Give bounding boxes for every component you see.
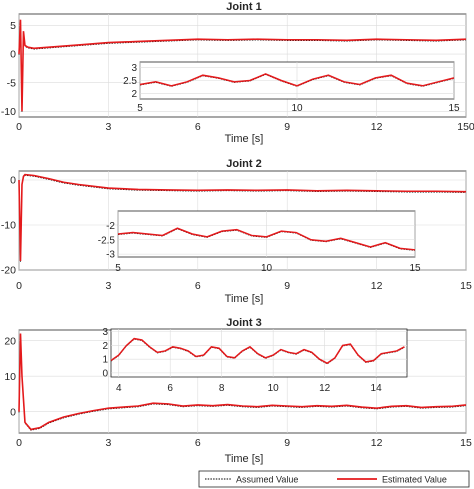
- x-tick-label: 6: [195, 280, 201, 292]
- x-ticks: 0 3 6 9 12 15: [16, 437, 472, 449]
- x-tick-label: 150: [457, 121, 474, 133]
- y-tick-label: 3: [102, 327, 108, 338]
- x-axis-label: Time [s]: [225, 453, 264, 465]
- x-tick-label: 6: [167, 383, 173, 394]
- x-tick-label: 12: [371, 280, 383, 292]
- y-tick-label: 1: [102, 355, 108, 366]
- panel-joint-1: Joint 1 50-5-10 0 3 6 9 12 150 Time [s] 32.52…: [1, 1, 474, 145]
- y-ticks: 20 10 0: [4, 335, 16, 418]
- x-tick-label: 12: [319, 383, 331, 394]
- x-tick-label: 5: [115, 263, 121, 274]
- y-tick-label: -10: [1, 106, 16, 118]
- x-tick-label: 9: [284, 280, 290, 292]
- inset-grid: [111, 329, 407, 377]
- y-tick-label: 2: [131, 89, 137, 100]
- x-tick-label: 0: [16, 121, 22, 133]
- x-tick-label: 3: [105, 437, 111, 449]
- inset-area: [110, 328, 408, 378]
- y-tick-label: -20: [1, 265, 16, 277]
- x-tick-label: 10: [261, 263, 273, 274]
- inset-x-ticks: 5 10 15: [115, 263, 421, 274]
- y-tick-label: 0: [102, 368, 108, 379]
- x-tick-label: 3: [105, 121, 111, 133]
- x-tick-label: 12: [371, 437, 383, 449]
- panel-title: Joint 2: [226, 158, 261, 170]
- legend-estimated-label: Estimated Value: [382, 475, 447, 485]
- x-tick-label: 15: [448, 103, 460, 114]
- inset-y-ticks: 3 2 1 0: [102, 327, 108, 379]
- inset-x-ticks: 5 10 15: [137, 103, 460, 114]
- panel-title: Joint 3: [226, 317, 261, 329]
- y-tick-label: 0: [10, 406, 16, 418]
- y-tick-label: -2.5: [98, 235, 116, 246]
- y-tick-label: 5: [10, 20, 16, 32]
- y-tick-label: -3: [106, 250, 115, 261]
- x-ticks: 0 3 6 9 12 15: [16, 280, 472, 292]
- y-tick-label: 10: [4, 371, 16, 383]
- x-tick-label: 9: [284, 121, 290, 133]
- y-ticks: 5 0 -5 -10: [1, 20, 16, 118]
- y-tick-label: 0: [10, 49, 16, 61]
- estimated-series-line: [18, 333, 467, 431]
- x-tick-label: 0: [16, 437, 22, 449]
- y-tick-label: 0: [10, 175, 16, 187]
- estimated-series-line: [18, 173, 467, 262]
- inset-estimated-line: [139, 73, 455, 87]
- y-tick-label: -10: [1, 220, 16, 232]
- x-tick-label: 6: [195, 437, 201, 449]
- x-axis-label: Time [s]: [225, 133, 264, 145]
- x-tick-label: 0: [16, 280, 22, 292]
- inset-grid: [117, 211, 416, 257]
- x-tick-label: 15: [460, 437, 472, 449]
- legend-assumed-label: Assumed Value: [236, 475, 298, 485]
- y-tick-label: 2: [102, 341, 108, 352]
- y-ticks: 0 -10 -20: [1, 175, 16, 277]
- x-ticks: 0 3 6 9 12 150: [16, 121, 474, 133]
- x-tick-label: 12: [371, 121, 383, 133]
- legend-box: [198, 470, 470, 488]
- legend: Assumed Value Estimated Value: [198, 470, 470, 488]
- x-tick-label: 6: [195, 121, 201, 133]
- inset-estimated-line: [110, 337, 405, 365]
- x-tick-label: 5: [137, 103, 143, 114]
- estimated-series-line: [18, 19, 467, 112]
- inset-plot: 32.52 5 10 15: [123, 61, 460, 114]
- y-tick-label: -2: [106, 221, 115, 232]
- x-tick-label: 10: [291, 103, 303, 114]
- inset-y-ticks: -2 -2.5 -3: [98, 221, 116, 261]
- inset-estimated-line: [117, 227, 416, 251]
- inset-y-ticks: 32.52: [123, 63, 137, 100]
- x-axis-label: Time [s]: [225, 293, 264, 305]
- inset-grid: [139, 62, 455, 99]
- y-tick-label: -5: [7, 77, 16, 89]
- inset-x-ticks: 4 6 8 10 12 14: [116, 383, 382, 394]
- panel-joint-2: Joint 2 0 -10 -20 0 3 6 9 12 15 Time [s] -2 -2.5…: [1, 158, 472, 305]
- x-tick-label: 14: [371, 383, 383, 394]
- y-tick-label: 2.5: [123, 76, 137, 87]
- x-tick-label: 4: [116, 383, 122, 394]
- y-tick-label: 20: [4, 335, 16, 347]
- x-tick-label: 9: [284, 437, 290, 449]
- x-tick-label: 8: [219, 383, 225, 394]
- y-tick-label: 3: [131, 63, 137, 74]
- inset-plot: -2 -2.5 -3 5 10 15: [98, 210, 421, 274]
- x-tick-label: 15: [460, 280, 472, 292]
- panel-title: Joint 1: [226, 1, 261, 13]
- x-tick-label: 15: [409, 263, 421, 274]
- x-tick-label: 10: [268, 383, 280, 394]
- x-tick-label: 3: [105, 280, 111, 292]
